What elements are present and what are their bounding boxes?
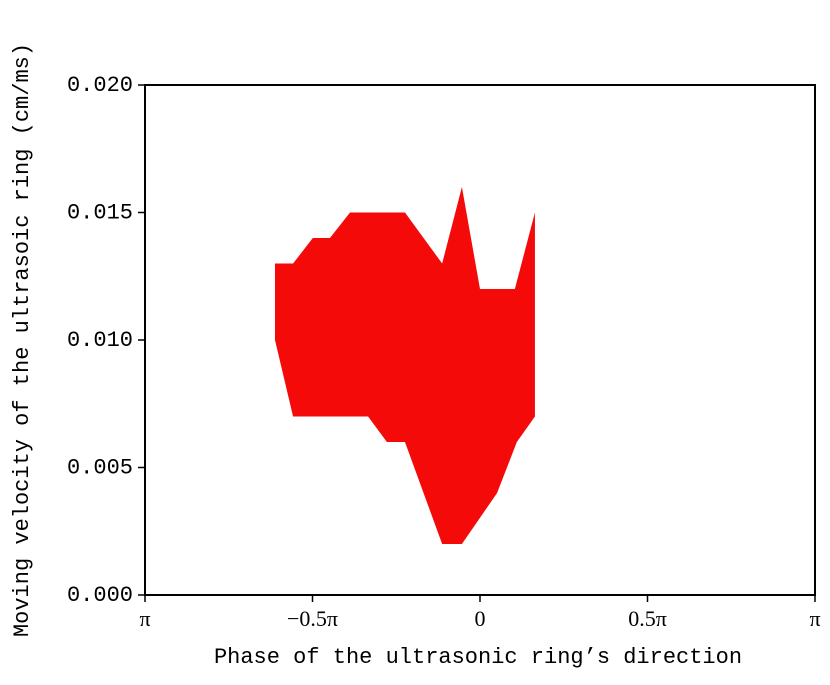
y-tick-label: 0.000 <box>67 583 133 608</box>
y-tick-label: 0.005 <box>67 455 133 480</box>
x-axis-title: Phase of the ultrasonic ring’s direction <box>214 645 742 670</box>
x-tick-label: 0.5π <box>628 606 667 631</box>
x-tick-label: 0 <box>475 606 486 631</box>
x-tick-label: π <box>809 606 820 631</box>
x-tick-label: π <box>139 606 150 631</box>
y-tick-label: 0.010 <box>67 328 133 353</box>
band-area <box>274 187 535 544</box>
y-tick-label: 0.015 <box>67 200 133 225</box>
y-tick-label: 0.020 <box>67 73 133 98</box>
y-axis-title: Moving velocity of the ultrasoic ring (c… <box>10 43 35 637</box>
x-tick-label: −0.5π <box>287 606 338 631</box>
